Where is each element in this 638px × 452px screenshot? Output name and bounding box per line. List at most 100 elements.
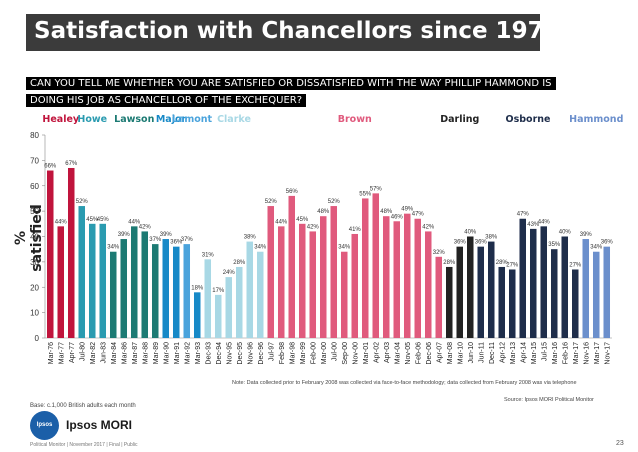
category-label: Apr-77 xyxy=(69,342,76,363)
bar-value-label: 66% xyxy=(44,164,57,170)
bar-value-label: 35% xyxy=(548,242,561,248)
bar xyxy=(309,231,317,338)
bar-value-label: 39% xyxy=(160,232,173,238)
bar xyxy=(225,277,233,338)
bar xyxy=(550,249,558,338)
bar xyxy=(246,241,254,338)
category-label: Dec-93 xyxy=(205,342,212,365)
bar xyxy=(477,246,485,338)
source-note: Source: Ipsos MORI Political Monitor xyxy=(504,397,594,403)
category-label: Mar-76 xyxy=(48,342,55,364)
category-label: Mar-17 xyxy=(594,342,601,364)
bar xyxy=(141,231,149,338)
category-label: Mar-98 xyxy=(289,342,296,364)
y-tick-label: 70 xyxy=(30,156,39,165)
bar xyxy=(267,206,275,338)
bar-value-label: 43% xyxy=(527,222,540,228)
category-label: Dec-96 xyxy=(258,342,265,365)
base-note: Base: c.1,000 British adults each month xyxy=(30,403,136,409)
bar xyxy=(162,239,170,338)
bar-value-label: 34% xyxy=(338,245,351,251)
chancellor-label: Osborne xyxy=(506,114,551,125)
ipsos-logo: Ipsos xyxy=(30,411,59,440)
bar-value-label: 47% xyxy=(517,212,530,218)
bar xyxy=(277,226,285,338)
bar-value-label: 52% xyxy=(76,199,89,205)
bar xyxy=(57,226,65,338)
bar-value-label: 56% xyxy=(286,189,299,195)
bar-value-label: 28% xyxy=(233,260,246,266)
chancellor-label: Major xyxy=(156,114,187,125)
category-label: Mar-04 xyxy=(394,342,401,364)
bar-value-label: 27% xyxy=(506,262,519,268)
title-bar: Satisfaction with Chancellors since 1976 xyxy=(26,14,560,51)
bar xyxy=(67,167,75,338)
bar-value-label: 34% xyxy=(590,245,603,251)
y-tick-label: 0 xyxy=(35,334,40,343)
bar-value-label: 34% xyxy=(254,245,267,251)
bar xyxy=(424,231,432,338)
category-label: Jul-15 xyxy=(541,342,548,361)
category-label: Mar-92 xyxy=(184,342,191,364)
brand-name: Ipsos MORI xyxy=(66,418,133,432)
category-label: Jul-80 xyxy=(79,342,86,361)
category-label: Apr-03 xyxy=(384,342,391,363)
bar-value-label: 36% xyxy=(170,240,183,246)
bar-value-label: 17% xyxy=(212,288,225,294)
bar-value-label: 52% xyxy=(328,199,341,205)
bar xyxy=(582,239,590,338)
bar-value-label: 67% xyxy=(65,161,78,167)
bar xyxy=(172,246,180,338)
question-line-1: CAN YOU TELL ME WHETHER YOU ARE SATISFIE… xyxy=(26,77,556,90)
chancellor-label: Darling xyxy=(440,114,479,125)
bar-value-label: 47% xyxy=(412,212,425,218)
category-label: Mar-84 xyxy=(111,342,118,364)
bar-value-label: 42% xyxy=(422,224,435,230)
bar xyxy=(99,223,107,338)
y-tick-label: 20 xyxy=(30,283,39,292)
bar-value-label: 24% xyxy=(223,270,236,276)
bar-value-label: 39% xyxy=(580,232,593,238)
bar xyxy=(204,259,212,338)
category-label: Dec-95 xyxy=(237,342,244,365)
bar-value-label: 46% xyxy=(391,214,404,220)
bar-value-label: 38% xyxy=(244,235,257,241)
category-label: Jun-11 xyxy=(478,342,485,363)
bar-value-label: 40% xyxy=(464,230,477,236)
category-label: Dec-94 xyxy=(216,342,223,365)
chancellor-label: Healey xyxy=(42,114,80,125)
bar xyxy=(456,246,464,338)
bar xyxy=(109,251,117,338)
bar xyxy=(340,251,348,338)
bar xyxy=(445,266,453,338)
bar-value-label: 45% xyxy=(296,217,309,223)
bar xyxy=(214,294,222,338)
bar-value-label: 52% xyxy=(265,199,278,205)
chancellor-label: Lawson xyxy=(114,114,154,125)
category-label: Nov-16 xyxy=(583,342,590,365)
category-label: Feb-06 xyxy=(415,342,422,364)
bar-value-label: 45% xyxy=(97,217,110,223)
category-label: Jul-97 xyxy=(268,342,275,361)
category-label: Mar-77 xyxy=(58,342,65,364)
bar-value-label: 32% xyxy=(433,250,446,256)
category-label: Jun-10 xyxy=(468,342,475,364)
category-label: Mar-87 xyxy=(132,342,139,364)
bar-value-label: 55% xyxy=(359,191,372,197)
category-label: Mar-16 xyxy=(552,342,559,364)
bar xyxy=(529,228,537,338)
category-label: Mar-15 xyxy=(531,342,538,364)
bar xyxy=(193,292,201,338)
bar xyxy=(403,213,411,338)
bar-value-label: 36% xyxy=(475,240,488,246)
bar xyxy=(435,256,443,338)
bar xyxy=(382,216,390,338)
y-tick-label: 30 xyxy=(30,258,39,267)
bar xyxy=(130,226,138,338)
bar-value-label: 37% xyxy=(181,237,194,243)
chancellor-label: Howe xyxy=(77,114,107,125)
bar xyxy=(351,233,359,338)
bar xyxy=(487,241,495,338)
category-label: Mar-82 xyxy=(90,342,97,364)
question-line-2: DOING HIS JOB AS CHANCELLOR OF THE EXCHE… xyxy=(26,94,307,107)
